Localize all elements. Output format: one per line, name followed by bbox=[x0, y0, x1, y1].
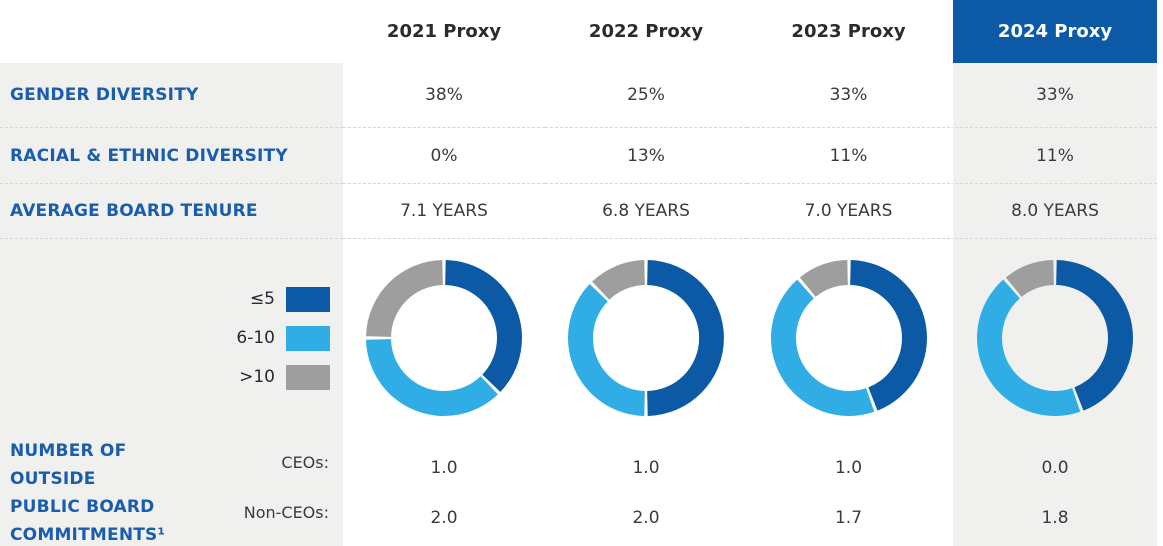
donut-segment-≤5 bbox=[1056, 260, 1133, 411]
commitments-label-line: NUMBER OF OUTSIDE bbox=[10, 441, 127, 489]
sublabel-non-ceos: Non-CEOs: bbox=[243, 502, 329, 522]
commitments-label-cell: NUMBER OF OUTSIDE PUBLIC BOARD COMMITMEN… bbox=[0, 437, 343, 546]
table-cell: 7.0 YEARS bbox=[747, 183, 950, 238]
column-header-2022: 2022 Proxy bbox=[545, 0, 747, 63]
table-cell: 7.1 YEARS bbox=[343, 183, 545, 238]
donut-segment-6-10 bbox=[366, 339, 498, 416]
table-header-row: 2021 Proxy 2022 Proxy 2023 Proxy 2024 Pr… bbox=[0, 0, 1157, 63]
donut-chart-svg bbox=[770, 260, 927, 417]
donut-chart-svg bbox=[568, 260, 724, 416]
table-cell: 1.0 bbox=[632, 458, 660, 478]
table-cell: 1.7 bbox=[834, 508, 863, 528]
table-row-outside-board-commitments: NUMBER OF OUTSIDE PUBLIC BOARD COMMITMEN… bbox=[0, 437, 1157, 546]
tenure-legend: ≤5 6-10 >10 bbox=[236, 286, 330, 390]
table-cell: 8.0 YEARS bbox=[950, 183, 1157, 238]
commitments-values-2023: 1.0 1.7 bbox=[747, 437, 950, 546]
commitments-label-line: COMMITMENTS¹ bbox=[10, 525, 166, 545]
table-row-tenure-donuts: ≤5 6-10 >10 bbox=[0, 238, 1157, 437]
table-row-racial-ethnic-diversity: RACIAL & ETHNIC DIVERSITY 0% 13% 11% 11% bbox=[0, 127, 1157, 183]
donut-segment-6-10 bbox=[770, 279, 874, 417]
header-spacer bbox=[0, 0, 343, 63]
table-cell: 0% bbox=[343, 127, 545, 183]
legend-swatch-gray bbox=[286, 364, 330, 390]
commitments-values-2022: 1.0 2.0 bbox=[545, 437, 747, 546]
table-cell: 11% bbox=[747, 127, 950, 183]
legend-item-6-10: 6-10 bbox=[236, 325, 330, 351]
column-header-2021: 2021 Proxy bbox=[343, 0, 545, 63]
legend-item-le5: ≤5 bbox=[236, 286, 330, 312]
commitments-values-2024: 0.0 1.8 bbox=[950, 437, 1157, 546]
legend-label: ≤5 bbox=[249, 289, 275, 309]
donut-segment-≤5 bbox=[445, 260, 522, 392]
row-label-average-board-tenure: AVERAGE BOARD TENURE bbox=[0, 183, 343, 238]
donut-segment->10 bbox=[799, 260, 848, 297]
donut-chart-2023 bbox=[747, 238, 950, 437]
column-header-2024-highlighted: 2024 Proxy bbox=[950, 0, 1157, 63]
table-cell: 25% bbox=[545, 63, 747, 127]
table-cell: 1.8 bbox=[1041, 508, 1069, 528]
table-cell: 0.0 bbox=[1041, 458, 1069, 478]
table-cell: 38% bbox=[343, 63, 545, 127]
donut-segment->10 bbox=[592, 260, 645, 300]
table-cell: 6.8 YEARS bbox=[545, 183, 747, 238]
table-row-gender-diversity: GENDER DIVERSITY 38% 25% 33% 33% bbox=[0, 63, 1157, 127]
donut-segment-≤5 bbox=[647, 260, 724, 416]
donut-chart-2022 bbox=[545, 238, 747, 437]
tenure-legend-cell: ≤5 6-10 >10 bbox=[0, 238, 343, 437]
table-cell: 33% bbox=[950, 63, 1157, 127]
legend-label: >10 bbox=[239, 367, 275, 387]
donut-segment->10 bbox=[1005, 260, 1054, 297]
donut-chart-2021 bbox=[343, 238, 545, 437]
sublabel-ceos: CEOs: bbox=[281, 452, 329, 472]
donut-segment-6-10 bbox=[976, 279, 1081, 417]
table-cell: 1.0 bbox=[430, 458, 458, 478]
donut-chart-2024 bbox=[950, 238, 1157, 437]
commitments-sublabels: CEOs: Non-CEOs: bbox=[209, 437, 343, 546]
table-cell: 1.0 bbox=[834, 458, 863, 478]
table-cell: 33% bbox=[747, 63, 950, 127]
donut-segment->10 bbox=[366, 260, 443, 337]
donut-chart-svg bbox=[976, 260, 1133, 417]
row-label-gender-diversity: GENDER DIVERSITY bbox=[0, 63, 343, 127]
legend-swatch-light-blue bbox=[286, 325, 330, 351]
table-cell: 2.0 bbox=[430, 508, 458, 528]
commitments-label-line: PUBLIC BOARD bbox=[10, 497, 155, 517]
donut-segment-6-10 bbox=[568, 284, 645, 416]
row-label-racial-ethnic-diversity: RACIAL & ETHNIC DIVERSITY bbox=[0, 127, 343, 183]
table-row-average-board-tenure: AVERAGE BOARD TENURE 7.1 YEARS 6.8 YEARS… bbox=[0, 183, 1157, 238]
table-cell: 2.0 bbox=[632, 508, 660, 528]
legend-item-gt10: >10 bbox=[236, 364, 330, 390]
table-cell: 11% bbox=[950, 127, 1157, 183]
legend-label: 6-10 bbox=[236, 328, 275, 348]
row-label-outside-board-commitments: NUMBER OF OUTSIDE PUBLIC BOARD COMMITMEN… bbox=[10, 437, 209, 546]
donut-chart-svg bbox=[366, 260, 522, 416]
column-header-2023: 2023 Proxy bbox=[747, 0, 950, 63]
table-cell: 13% bbox=[545, 127, 747, 183]
donut-segment-≤5 bbox=[849, 260, 927, 411]
commitments-values-2021: 1.0 2.0 bbox=[343, 437, 545, 546]
legend-swatch-dark-blue bbox=[286, 286, 330, 312]
